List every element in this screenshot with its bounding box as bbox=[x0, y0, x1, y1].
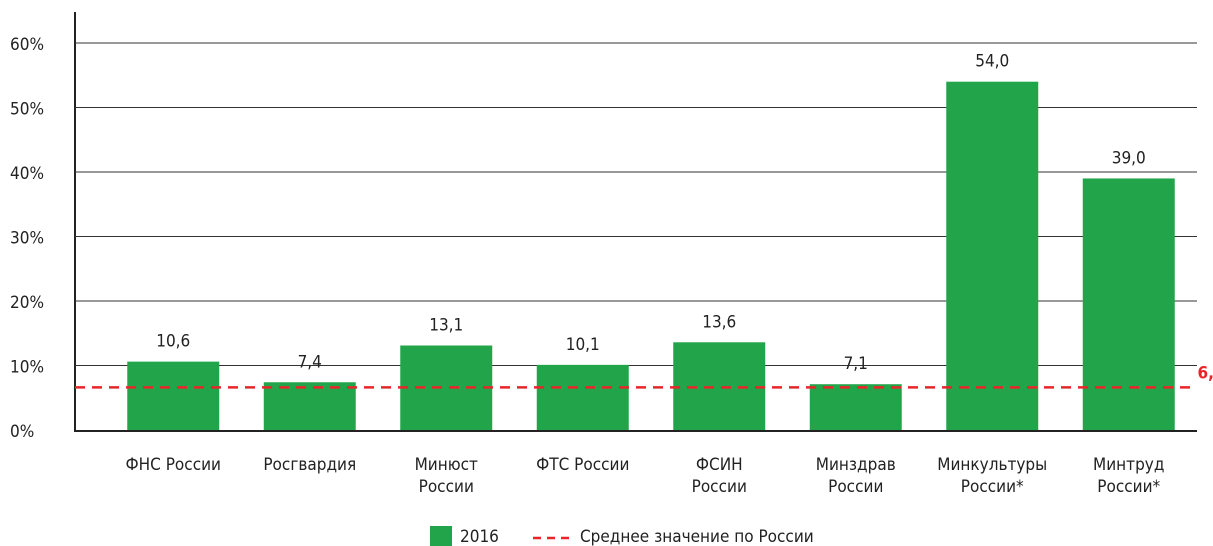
label-line: Минкультуры bbox=[937, 455, 1047, 475]
label-line: ФТС России bbox=[536, 455, 629, 475]
label-line: ФСИН bbox=[696, 455, 743, 475]
y-tick-label: 30% bbox=[10, 229, 44, 249]
bar bbox=[400, 345, 493, 430]
data-label: 13,6 bbox=[702, 312, 736, 332]
x-tick-label: Минтруд России* bbox=[1093, 455, 1164, 497]
label-line: ФНС России bbox=[126, 455, 221, 475]
x-tick-label: ФСИН России bbox=[692, 455, 747, 497]
y-tick-label: 40% bbox=[10, 164, 44, 184]
x-tick-label: Минздрав России bbox=[816, 455, 896, 497]
reference-label: 6,6 bbox=[1197, 363, 1213, 383]
legend-label: Среднее значение по России bbox=[580, 527, 814, 546]
x-tick-label: ФНС России bbox=[126, 455, 221, 475]
y-tick-label: 10% bbox=[10, 358, 44, 378]
label-line: России bbox=[419, 477, 474, 497]
data-label: 7,1 bbox=[844, 354, 868, 374]
bar bbox=[946, 81, 1039, 430]
label-line: России bbox=[692, 477, 747, 497]
y-tick-label: 50% bbox=[10, 100, 44, 120]
legend-label: 2016 bbox=[460, 527, 499, 546]
data-label: 54,0 bbox=[975, 52, 1009, 72]
bar bbox=[673, 342, 766, 430]
y-tick-label: 20% bbox=[10, 293, 44, 313]
data-label: 10,1 bbox=[566, 335, 600, 355]
bar bbox=[809, 384, 902, 430]
label-line: Минздрав bbox=[816, 455, 896, 475]
data-label: 10,6 bbox=[156, 332, 190, 352]
label-line: Росгвардия bbox=[263, 455, 356, 475]
label-line: Минтруд bbox=[1093, 455, 1164, 475]
y-tick-label: 0% bbox=[10, 422, 34, 442]
x-tick-label: ФТС России bbox=[536, 455, 629, 475]
bar bbox=[1082, 178, 1175, 430]
bar bbox=[263, 382, 356, 430]
label-line: России* bbox=[961, 477, 1024, 497]
label-line: Минюст bbox=[415, 455, 478, 475]
data-label: 7,4 bbox=[298, 352, 322, 372]
x-tick-label: Минюст России bbox=[415, 455, 478, 497]
bar bbox=[536, 364, 629, 430]
legend-swatch bbox=[430, 526, 452, 546]
label-line: России* bbox=[1097, 477, 1160, 497]
x-tick-label: Росгвардия bbox=[263, 455, 356, 475]
data-label: 13,1 bbox=[429, 316, 463, 336]
bar bbox=[127, 361, 220, 430]
y-tick-label: 60% bbox=[10, 35, 44, 55]
label-line: России bbox=[828, 477, 883, 497]
data-label: 39,0 bbox=[1112, 148, 1146, 168]
x-tick-label: Минкультуры России* bbox=[937, 455, 1047, 497]
